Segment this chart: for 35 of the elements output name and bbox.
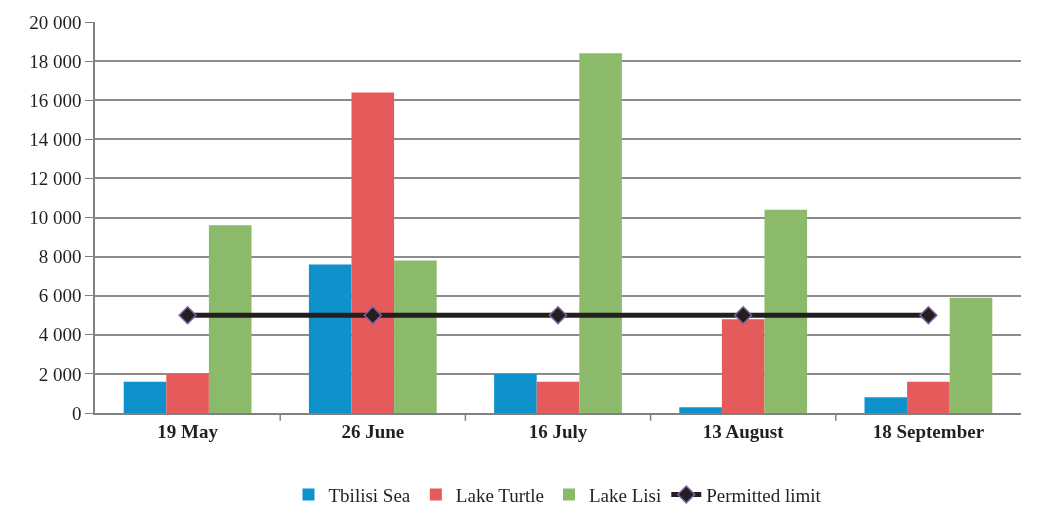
y-tick-label: 6 000	[38, 285, 82, 307]
legend-label: Permitted limit	[706, 484, 822, 506]
bar	[864, 397, 908, 413]
bar	[764, 209, 808, 413]
y-tick-label: 20 000	[29, 11, 82, 33]
bar	[907, 381, 950, 413]
bar	[949, 297, 993, 413]
x-tick-label: 19 May	[157, 420, 219, 442]
bar	[494, 373, 537, 413]
bar	[536, 381, 580, 413]
x-tick-label: 16 July	[528, 420, 588, 442]
y-tick-label: 10 000	[29, 207, 82, 229]
x-tick-label: 26 June	[341, 420, 405, 442]
y-tick-label: 12 000	[29, 168, 82, 190]
bar	[208, 225, 252, 413]
x-tick-label: 18 September	[872, 420, 985, 442]
legend-label: Lake Turtle	[455, 484, 545, 506]
bar	[166, 373, 209, 413]
y-tick-label: 18 000	[29, 50, 82, 72]
y-tick-label: 16 000	[29, 89, 82, 111]
bar	[679, 407, 722, 413]
y-tick-label: 4 000	[38, 324, 82, 346]
y-tick-label: 8 000	[38, 246, 82, 268]
bar	[721, 319, 765, 413]
x-tick-label: 13 August	[702, 420, 785, 442]
bar	[308, 264, 352, 413]
bar	[394, 260, 437, 413]
legend-label: Lake Lisi	[589, 484, 662, 506]
bar	[579, 53, 622, 413]
y-tick-label: 0	[71, 402, 82, 424]
legend-label: Tbilisi Sea	[328, 484, 411, 506]
y-tick-label: 2 000	[38, 363, 82, 385]
y-tick-label: 14 000	[29, 128, 82, 150]
bar	[123, 381, 167, 413]
bar	[351, 92, 395, 413]
